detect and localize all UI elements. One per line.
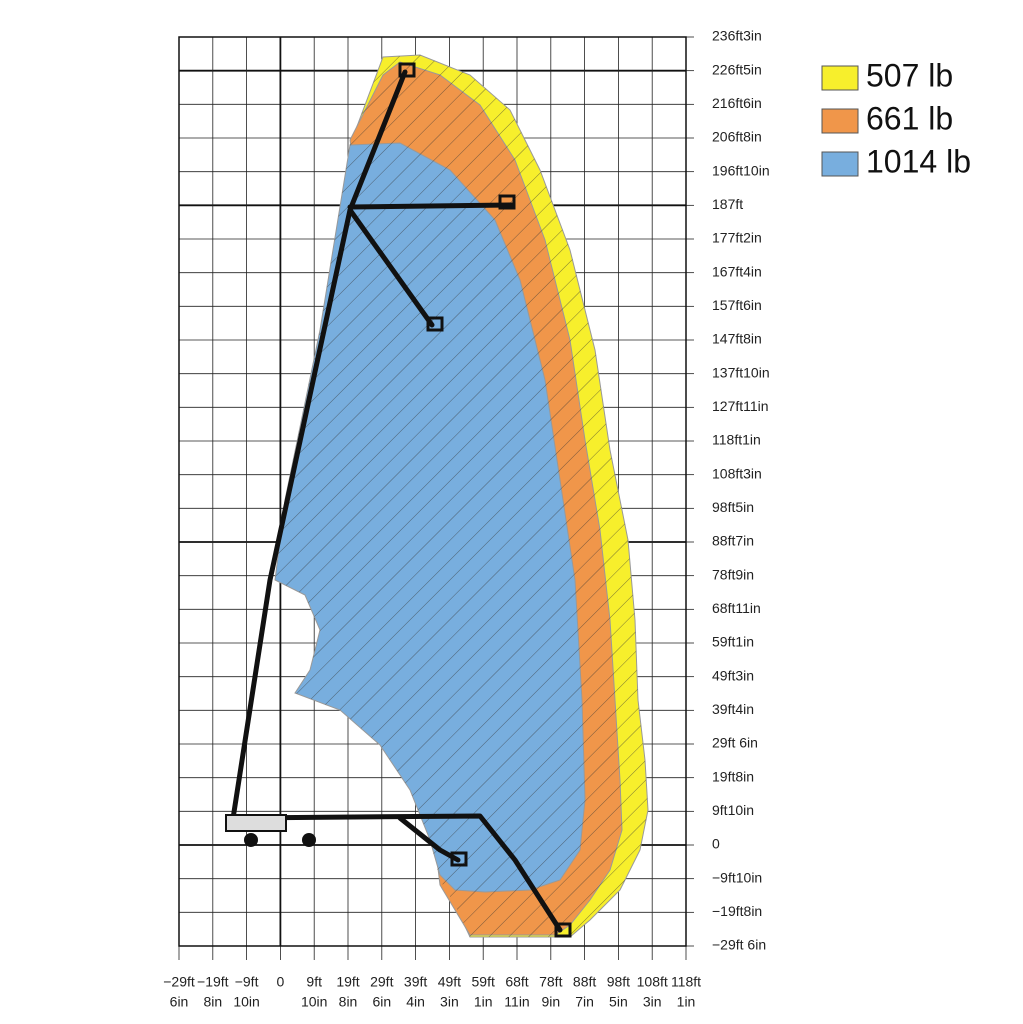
y-tick-label: −9ft10in — [712, 869, 762, 885]
hatching — [275, 55, 648, 937]
y-tick-label: 39ft4in — [712, 701, 754, 717]
boom — [225, 62, 572, 938]
x-tick-label: 39ft — [404, 974, 427, 990]
y-tick-label: 157ft6in — [712, 297, 762, 313]
x-tick-label: 4in — [406, 994, 425, 1010]
x-tick-label: 3in — [643, 994, 662, 1010]
legend-label: 1014 lb — [866, 143, 971, 179]
x-tick-label: 29ft — [370, 974, 393, 990]
x-tick-label: 108ft — [637, 974, 668, 990]
x-tick-label: 68ft — [505, 974, 528, 990]
x-tick-label: 6in — [372, 994, 391, 1010]
x-tick-label: −29ft — [163, 974, 195, 990]
y-tick-label: 118ft1in — [712, 432, 761, 448]
x-tick-label: −19ft — [197, 974, 229, 990]
x-tick-label: 78ft — [539, 974, 562, 990]
y-tick-label: 29ft 6in — [712, 735, 758, 751]
y-tick-label: 0 — [712, 836, 720, 852]
y-tick-label: 236ft3in — [712, 28, 762, 44]
y-tick-label: 19ft8in — [712, 768, 754, 784]
y-tick-label: 68ft11in — [712, 600, 761, 616]
x-tick-label: 98ft — [607, 974, 630, 990]
x-tick-label: 118ft — [671, 974, 701, 990]
y-tick-label: 9ft10in — [712, 802, 754, 818]
y-tick-label: 98ft5in — [712, 499, 754, 515]
y-tick-label: 206ft8in — [712, 129, 762, 145]
x-tick-label: 0 — [277, 974, 285, 990]
y-tick-label: 177ft2in — [712, 230, 762, 246]
y-tick-label: 108ft3in — [712, 465, 762, 481]
x-tick-label: 11in — [504, 994, 529, 1010]
x-tick-label: 1in — [677, 994, 696, 1010]
x-tick-label: 8in — [203, 994, 222, 1010]
x-tick-label: 8in — [339, 994, 358, 1010]
y-tick-label: 49ft3in — [712, 667, 754, 683]
y-tick-label: 226ft5in — [712, 61, 762, 77]
x-tick-label: 88ft — [573, 974, 596, 990]
x-tick-label: 5in — [609, 994, 628, 1010]
y-tick-label: 137ft10in — [712, 364, 770, 380]
y-tick-label: 59ft1in — [712, 634, 754, 650]
y-tick-label: 88ft7in — [712, 533, 754, 549]
x-tick-label: 49ft — [438, 974, 461, 990]
x-tick-label: 59ft — [472, 974, 495, 990]
legend-label: 661 lb — [866, 100, 953, 136]
x-tick-label: −9ft — [235, 974, 259, 990]
x-tick-label: 10in — [301, 994, 327, 1010]
legend-swatch — [821, 65, 859, 91]
legend-label: 507 lb — [866, 57, 953, 93]
plot-frame — [178, 36, 687, 947]
y-tick-label: −19ft8in — [712, 903, 762, 919]
y-tick-label: 187ft — [712, 196, 743, 212]
x-tick-label: 1in — [474, 994, 493, 1010]
x-tick-label: 19ft — [336, 974, 359, 990]
x-tick-label: 6in — [170, 994, 189, 1010]
y-tick-label: 127ft11in — [712, 398, 769, 414]
y-tick-label: 196ft10in — [712, 162, 770, 178]
y-tick-label: 216ft6in — [712, 95, 762, 111]
x-tick-label: 7in — [575, 994, 594, 1010]
x-tick-label: 3in — [440, 994, 459, 1010]
y-tick-label: 167ft4in — [712, 263, 762, 279]
x-tick-label: 10in — [233, 994, 259, 1010]
legend-swatch — [821, 108, 859, 134]
y-tick-label: 78ft9in — [712, 566, 754, 582]
legend-swatch — [821, 151, 859, 177]
x-tick-label: 9in — [541, 994, 560, 1010]
x-tick-label: 9ft — [306, 974, 322, 990]
y-tick-label: −29ft 6in — [712, 937, 766, 953]
y-tick-label: 147ft8in — [712, 331, 762, 347]
